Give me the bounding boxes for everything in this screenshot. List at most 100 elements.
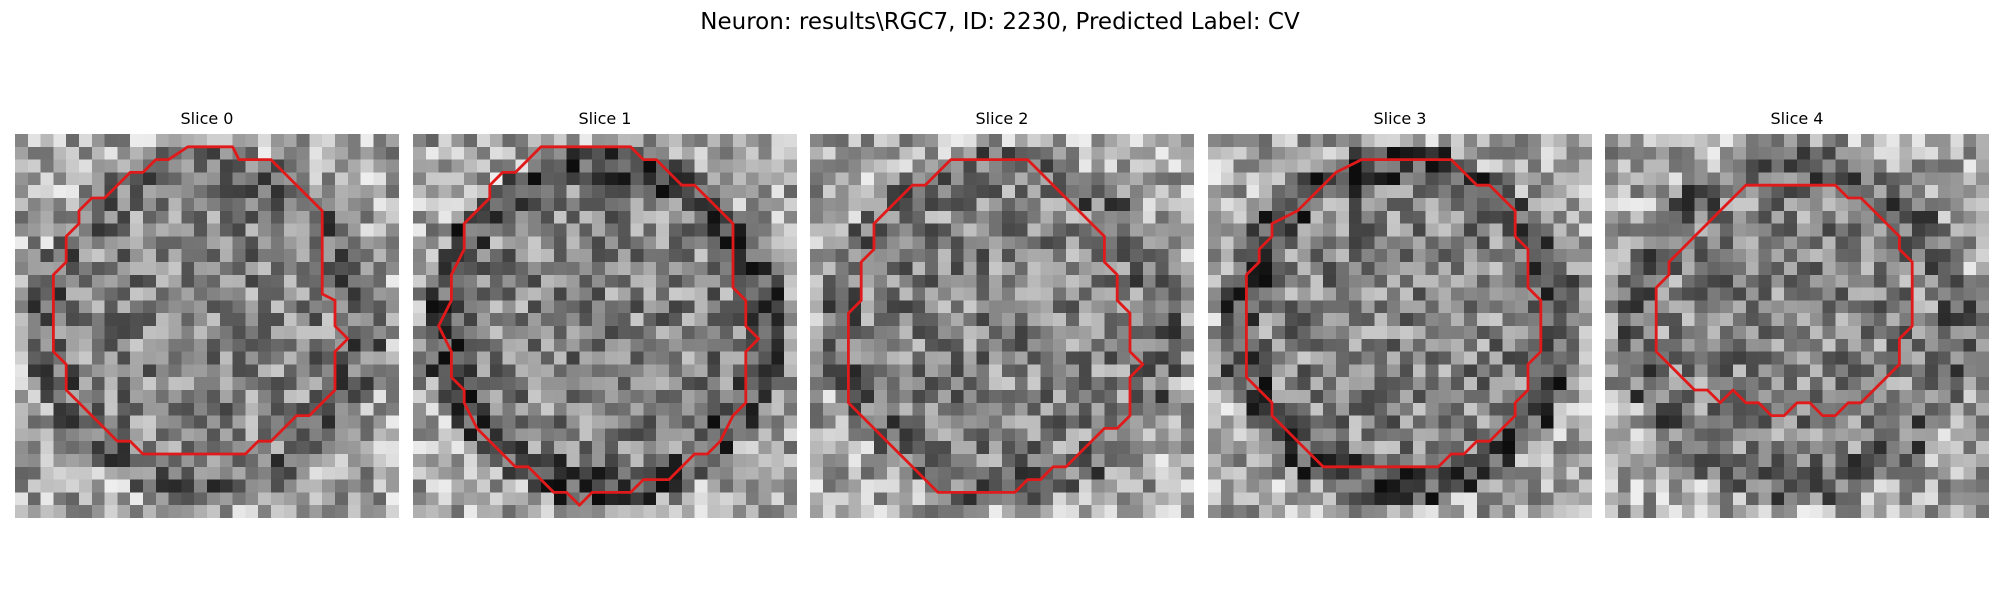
pixel [1412,300,1426,314]
pixel [617,198,631,212]
pixel [1707,454,1721,468]
pixel [950,441,964,455]
pixel [1707,402,1721,416]
pixel [822,134,836,148]
pixel [1002,313,1016,327]
pixel [1310,505,1324,518]
pixel [1579,428,1592,442]
pixel [181,210,195,224]
pixel [925,466,939,480]
pixel [1168,479,1182,493]
pixel [1336,492,1350,506]
pixel [79,428,93,442]
pixel [1528,492,1542,506]
pixel [91,338,105,352]
pixel [1348,210,1362,224]
pixel [745,377,759,391]
pixel [694,326,708,340]
pixel [1361,338,1375,352]
pixel [1336,172,1350,186]
pixel [1835,262,1849,276]
pixel [1208,402,1222,416]
pixel [925,185,939,199]
pixel [1272,326,1286,340]
pixel [1451,172,1465,186]
pixel [1259,454,1273,468]
pixel [1233,274,1247,288]
pixel [579,364,593,378]
pixel [1617,262,1631,276]
pixel [1656,390,1670,404]
pixel [579,134,593,148]
pixel [117,479,131,493]
pixel [835,338,849,352]
pixel [681,210,695,224]
pixel [835,172,849,186]
pixel [1464,415,1478,429]
pixel [1707,415,1721,429]
pixel [1540,262,1554,276]
pixel [1707,223,1721,237]
pixel [1579,262,1592,276]
pixel [1438,236,1452,250]
pixel-grid [1605,134,1989,518]
pixel [1155,326,1169,340]
pixel [745,479,759,493]
pixel [1515,466,1529,480]
pixel [1117,428,1131,442]
pixel [771,262,785,276]
pixel [566,415,580,429]
pixel [347,172,361,186]
pixel [1246,441,1260,455]
pixel [950,185,964,199]
pixel [1310,390,1324,404]
pixel [232,134,246,148]
pixel [1771,134,1785,148]
pixel [899,441,913,455]
pixel [810,454,824,468]
pixel [1181,479,1194,493]
pixel [1078,249,1092,263]
pixel [1899,262,1913,276]
pixel [1438,287,1452,301]
pixel [681,415,695,429]
pixel [1963,134,1977,148]
pixel [976,441,990,455]
pixel [605,377,619,391]
pixel [874,505,888,518]
pixel [79,441,93,455]
pixel [386,300,399,314]
pixel [835,402,849,416]
pixel [1873,505,1887,518]
pixel [1835,172,1849,186]
pixel [1464,185,1478,199]
pixel [848,351,862,365]
pixel [1246,223,1260,237]
pixel [1733,454,1747,468]
pixel [784,287,797,301]
pixel [1464,454,1478,468]
pixel [1053,223,1067,237]
pixel [848,415,862,429]
pixel [592,390,606,404]
pixel [219,146,233,160]
pixel [1579,454,1592,468]
pixel [605,185,619,199]
pixel [1797,351,1811,365]
pixel [643,185,657,199]
pixel [1142,415,1156,429]
pixel [1694,300,1708,314]
pixel [617,262,631,276]
pixel [1476,198,1490,212]
pixel [413,223,427,237]
pixel [861,428,875,442]
pixel [848,505,862,518]
pixel [296,466,310,480]
pixel [835,492,849,506]
pixel [1553,402,1567,416]
pixel [1476,134,1490,148]
pixel [130,159,144,173]
pixel [1937,338,1951,352]
pixel [117,300,131,314]
pixel [1272,402,1286,416]
